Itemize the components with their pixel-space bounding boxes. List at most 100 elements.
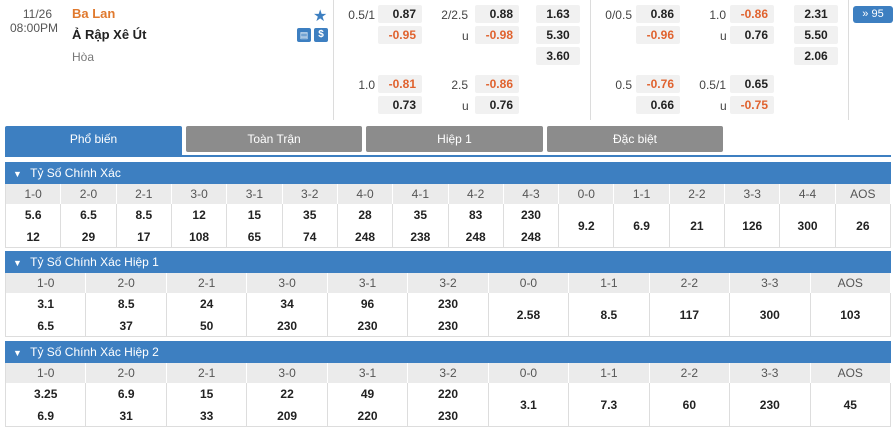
draw-score-odd[interactable]: 103 — [840, 308, 861, 322]
home-score-odd[interactable]: 35 — [303, 208, 317, 222]
draw-score-odd[interactable]: 26 — [856, 219, 870, 233]
score-odds-cell[interactable]: 15 65 — [227, 204, 283, 248]
h1-1x2-away[interactable]: 5.50 — [794, 26, 838, 44]
ft-over-odd[interactable]: -0.86 — [475, 75, 519, 93]
ft-handicap-home-odd[interactable]: 0.87 — [378, 5, 422, 23]
h1-1x2-home[interactable]: 2.31 — [794, 5, 838, 23]
score-odds-cell[interactable]: 2.58 — [488, 293, 570, 337]
home-score-odd[interactable]: 22 — [280, 387, 294, 401]
score-odds-cell[interactable]: 96 230 — [327, 293, 409, 337]
home-team[interactable]: Ba Lan — [72, 6, 116, 21]
score-odds-cell[interactable]: 126 — [725, 204, 781, 248]
home-score-odd[interactable]: 35 — [413, 208, 428, 222]
score-odds-cell[interactable]: 35 238 — [393, 204, 449, 248]
score-odds-cell[interactable]: 26 — [835, 204, 891, 248]
ft-1x2-home[interactable]: 1.63 — [536, 5, 580, 23]
away-score-odd[interactable]: 31 — [119, 409, 133, 423]
score-odds-cell[interactable]: 12 108 — [171, 204, 228, 248]
away-score-odd[interactable]: 17 — [137, 230, 151, 244]
score-odds-cell[interactable]: 3.1 — [488, 383, 570, 427]
ft-1x2-draw[interactable]: 3.60 — [536, 47, 580, 65]
score-odds-cell[interactable]: 300 — [780, 204, 836, 248]
draw-score-odd[interactable]: 9.2 — [577, 219, 595, 233]
h1-handicap-away-odd[interactable]: -0.96 — [636, 26, 680, 44]
away-score-odd[interactable]: 248 — [465, 230, 486, 244]
ft-handicap-away-odd[interactable]: 0.73 — [378, 96, 422, 114]
away-score-odd[interactable]: 74 — [303, 230, 317, 244]
away-score-odd[interactable]: 238 — [410, 230, 431, 244]
score-odds-cell[interactable]: 117 — [649, 293, 731, 337]
home-score-odd[interactable]: 8.5 — [117, 297, 135, 311]
h1-over-odd[interactable]: -0.86 — [730, 5, 774, 23]
away-score-odd[interactable]: 220 — [357, 409, 378, 423]
away-score-odd[interactable]: 230 — [357, 319, 378, 333]
h1-handicap-home-odd[interactable]: 0.86 — [636, 5, 680, 23]
tab-first-half[interactable]: Hiệp 1 — [366, 126, 543, 152]
away-score-odd[interactable]: 6.5 — [37, 319, 55, 333]
home-score-odd[interactable]: 8.5 — [135, 208, 153, 222]
score-odds-cell[interactable]: 49 220 — [327, 383, 409, 427]
home-score-odd[interactable]: 230 — [520, 208, 541, 222]
score-odds-cell[interactable]: 8.5 37 — [86, 293, 167, 337]
ft-1x2-away[interactable]: 5.30 — [536, 26, 580, 44]
h1-1x2-draw[interactable]: 2.06 — [794, 47, 838, 65]
score-odds-cell[interactable]: 230 — [730, 383, 811, 427]
score-odds-cell[interactable]: 35 74 — [282, 204, 338, 248]
away-score-odd[interactable]: 209 — [277, 409, 298, 423]
score-odds-cell[interactable]: 24 50 — [166, 293, 248, 337]
score-odds-cell[interactable]: 6.9 31 — [86, 383, 167, 427]
home-score-odd[interactable]: 96 — [360, 297, 375, 311]
home-score-odd[interactable]: 3.1 — [37, 297, 55, 311]
score-odds-cell[interactable]: 7.3 — [569, 383, 650, 427]
draw-score-odd[interactable]: 2.58 — [516, 308, 541, 322]
ft-under-odd[interactable]: -0.98 — [475, 26, 519, 44]
h1-under-odd[interactable]: 0.76 — [730, 26, 774, 44]
score-odds-cell[interactable]: 3.25 6.9 — [6, 383, 87, 427]
section-header[interactable]: ▼ Tỷ Số Chính Xác Hiệp 2 — [5, 341, 891, 363]
draw-score-odd[interactable]: 6.9 — [633, 219, 650, 233]
h1-over-odd[interactable]: 0.65 — [730, 75, 774, 93]
ft-under-odd[interactable]: 0.76 — [475, 96, 519, 114]
chevron-down-icon[interactable]: ▼ — [13, 169, 22, 179]
away-score-odd[interactable]: 12 — [26, 230, 40, 244]
score-odds-cell[interactable]: 60 — [649, 383, 731, 427]
home-score-odd[interactable]: 28 — [358, 208, 372, 222]
away-score-odd[interactable]: 248 — [355, 230, 376, 244]
draw-score-odd[interactable]: 300 — [797, 219, 818, 233]
h1-under-odd[interactable]: -0.75 — [730, 96, 774, 114]
draw-score-odd[interactable]: 7.3 — [600, 398, 618, 412]
home-score-odd[interactable]: 34 — [280, 297, 294, 311]
score-odds-cell[interactable]: 230 230 — [408, 293, 489, 337]
score-odds-cell[interactable]: 83 248 — [448, 204, 504, 248]
ft-over-odd[interactable]: 0.88 — [475, 5, 519, 23]
section-header[interactable]: ▼ Tỷ Số Chính Xác Hiệp 1 — [5, 251, 891, 273]
draw-score-odd[interactable]: 126 — [742, 219, 763, 233]
score-odds-cell[interactable]: 220 230 — [408, 383, 489, 427]
home-score-odd[interactable]: 6.5 — [80, 208, 97, 222]
score-odds-cell[interactable]: 9.2 — [559, 204, 615, 248]
section-header[interactable]: ▼ Tỷ Số Chính Xác — [5, 162, 891, 184]
home-score-odd[interactable]: 220 — [437, 387, 458, 401]
draw-score-odd[interactable]: 45 — [843, 398, 857, 412]
away-score-odd[interactable]: 108 — [189, 230, 210, 244]
away-score-odd[interactable]: 29 — [81, 230, 96, 244]
score-odds-cell[interactable]: 6.9 — [614, 204, 670, 248]
score-odds-cell[interactable]: 300 — [730, 293, 811, 337]
away-score-odd[interactable]: 230 — [277, 319, 298, 333]
draw-score-odd[interactable]: 3.1 — [520, 398, 537, 412]
away-score-odd[interactable]: 37 — [119, 319, 133, 333]
draw-score-odd[interactable]: 230 — [759, 398, 780, 412]
ft-handicap-home-odd[interactable]: -0.81 — [378, 75, 422, 93]
dollar-icon[interactable]: $ — [314, 28, 328, 42]
home-score-odd[interactable]: 230 — [437, 297, 458, 311]
score-odds-cell[interactable]: 21 — [669, 204, 726, 248]
away-score-odd[interactable]: 50 — [199, 319, 214, 333]
tab-popular[interactable]: Phổ biến — [5, 126, 182, 156]
score-odds-cell[interactable]: 45 — [810, 383, 891, 427]
score-odds-cell[interactable]: 34 230 — [247, 293, 328, 337]
away-score-odd[interactable]: 230 — [437, 319, 458, 333]
score-odds-cell[interactable]: 8.5 — [569, 293, 650, 337]
tab-full-time[interactable]: Toàn Trận — [186, 126, 362, 152]
favorite-star-icon[interactable]: ★ — [313, 8, 328, 25]
score-odds-cell[interactable]: 5.6 12 — [6, 204, 62, 248]
